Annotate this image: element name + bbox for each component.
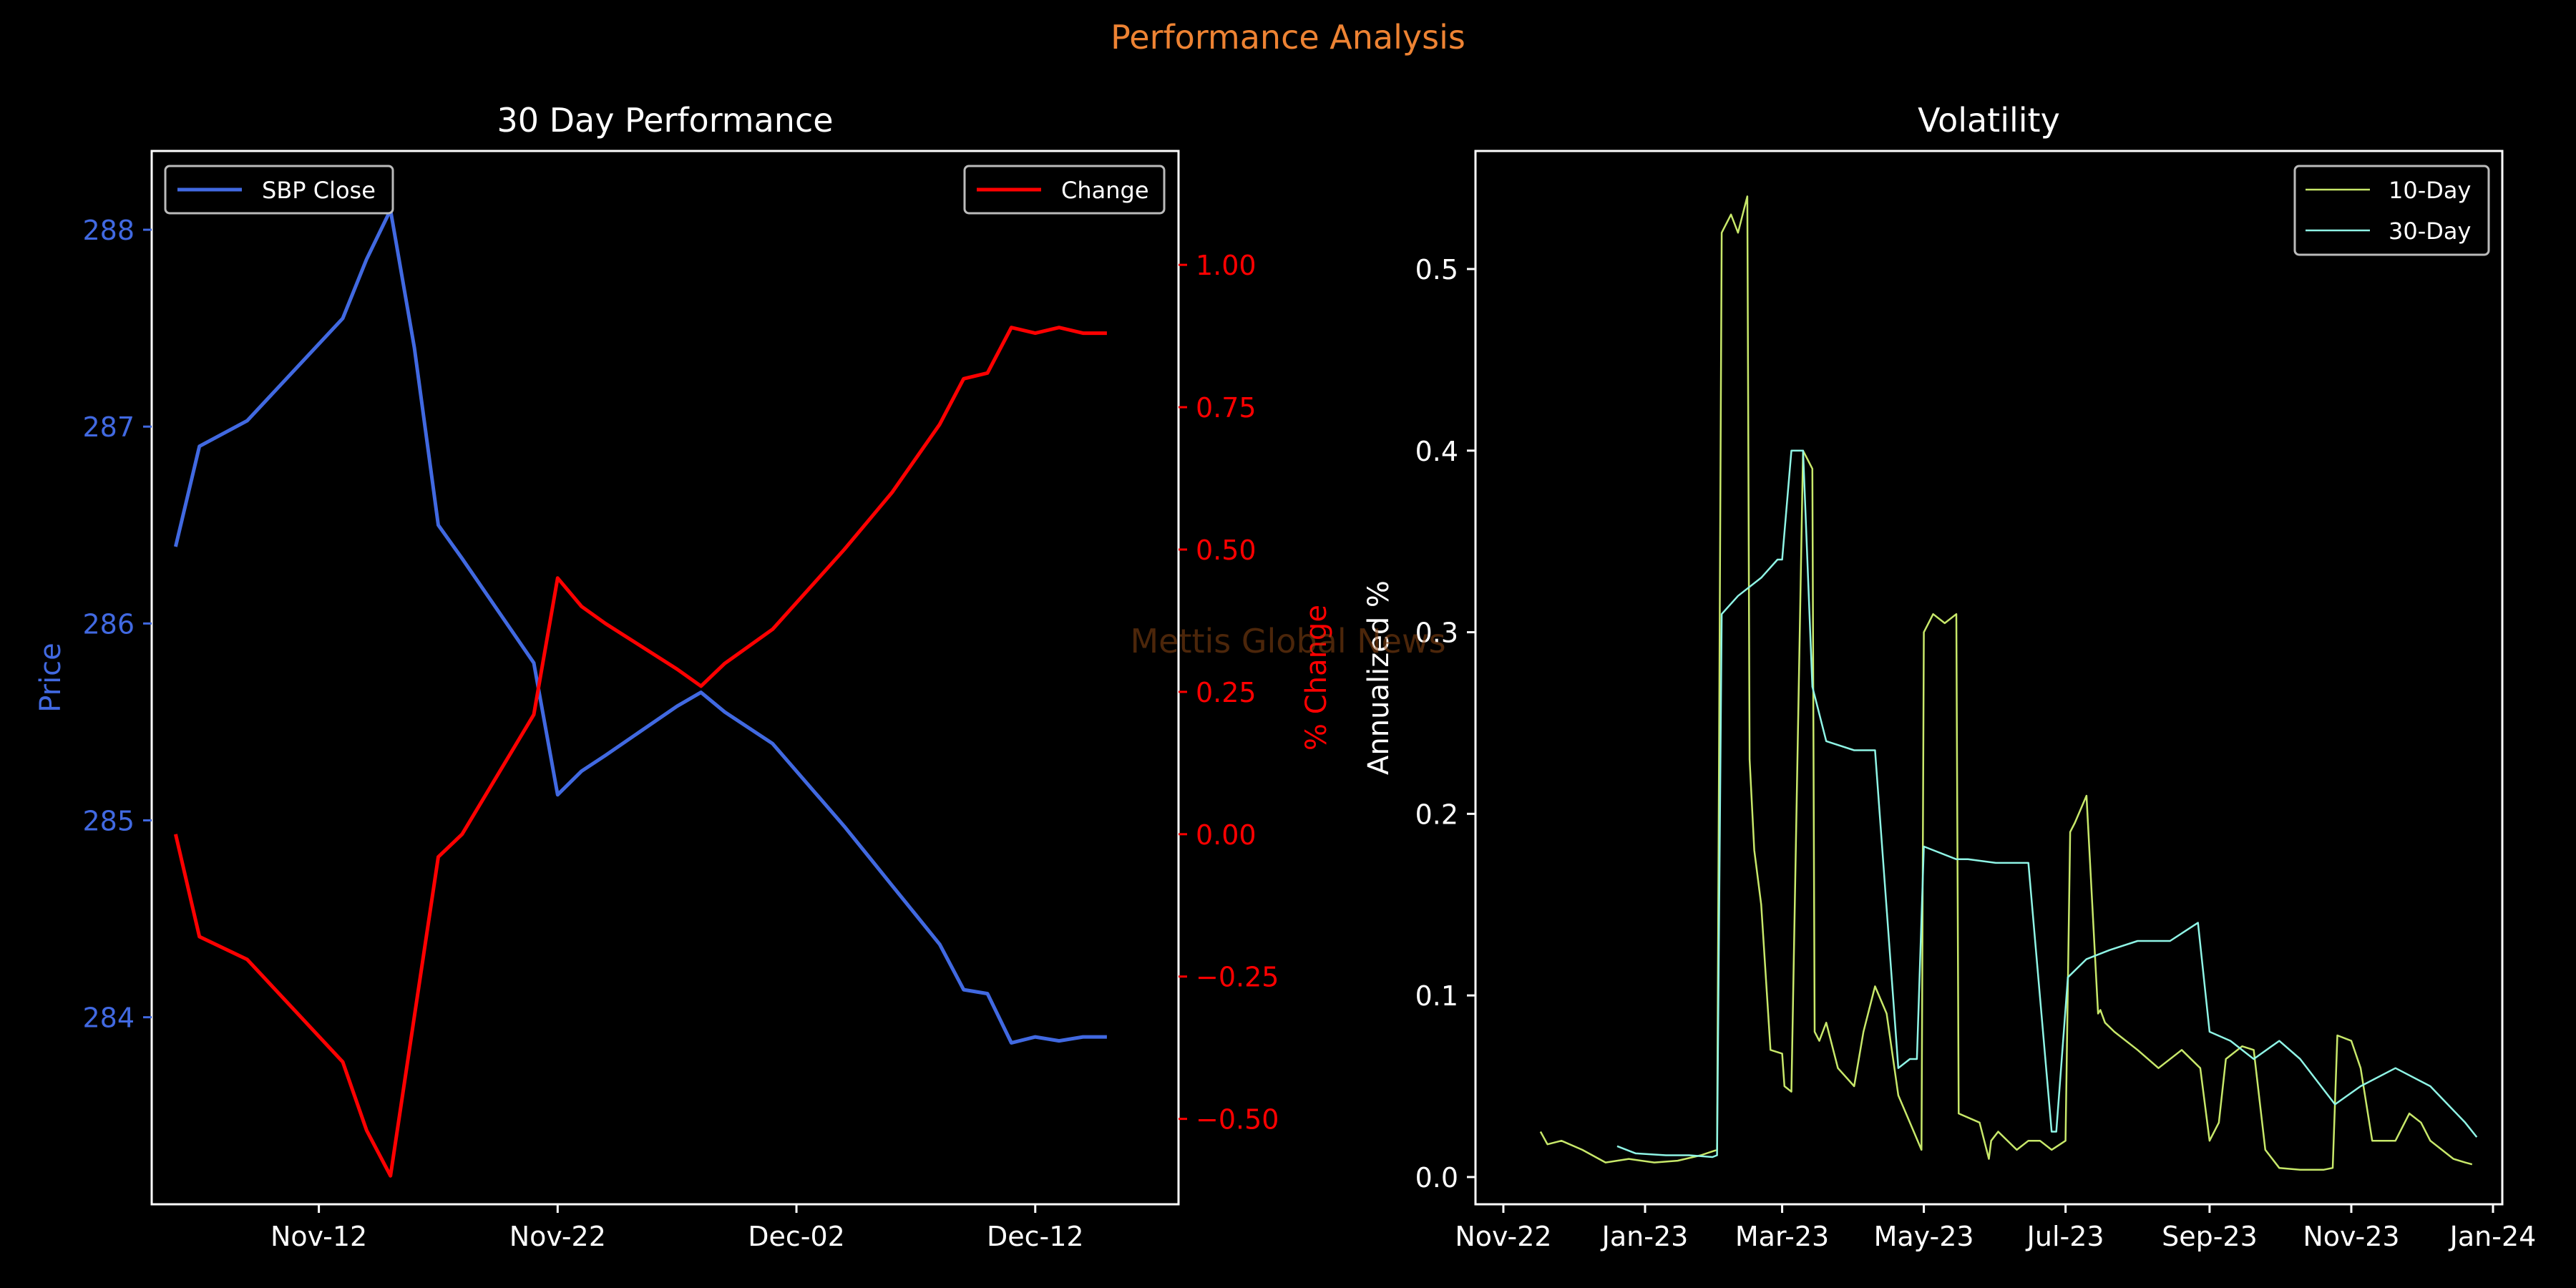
series-line-sbp-close [173, 208, 1107, 1045]
y-tick-label: 288 [82, 215, 135, 246]
y-tick-label: 286 [82, 608, 135, 640]
y-tick-label: 0.4 [1415, 436, 1458, 467]
y-tick-label: 0.1 [1415, 980, 1458, 1012]
legend-box [2293, 165, 2490, 256]
y-tick-label: 287 [82, 411, 135, 443]
series-line-change [173, 326, 1107, 1178]
y-axis-label: Annualized % [1362, 580, 1395, 775]
legend-box [963, 165, 1166, 215]
y2-axis-label: % Change [1300, 605, 1333, 751]
y-tick-label: 285 [82, 805, 135, 836]
y2-tick-label: 0.50 [1196, 535, 1257, 566]
legend-label-10-day: 10-Day [2389, 177, 2471, 204]
plot-frame [1474, 150, 2504, 1206]
x-tick-label: Nov-23 [2303, 1221, 2399, 1252]
chart-title: Volatility [1918, 101, 2060, 140]
x-tick-label: Nov-22 [509, 1221, 606, 1252]
x-tick-label: May-23 [1874, 1221, 1974, 1252]
y-axis-label: Price [34, 643, 67, 713]
legend-price: SBP Close [164, 165, 394, 215]
y-tick-label: 0.0 [1415, 1162, 1458, 1194]
volatility-chart: Volatility Nov-22 Jan-23 Mar-23 May-23 Jul-23… [1362, 101, 2536, 1252]
x-tick-label: Jul-23 [2026, 1221, 2104, 1252]
y2-tick-label: 0.75 [1196, 392, 1257, 424]
figure-title: Performance Analysis [1111, 18, 1465, 57]
legend-change: Change [963, 165, 1166, 215]
x-tick-label: Dec-02 [748, 1221, 845, 1252]
y2-tick-label: 1.00 [1196, 250, 1257, 281]
legend-label-sbp-close: SBP Close [262, 177, 376, 204]
x-tick-label: Mar-23 [1735, 1221, 1829, 1252]
x-tick-label: Sep-23 [2162, 1221, 2258, 1252]
x-tick-label: Dec-12 [987, 1221, 1084, 1252]
watermark: Mettis Global News [1130, 622, 1445, 660]
y-tick-label: 0.5 [1415, 254, 1458, 286]
x-tick-label: Jan-23 [1601, 1221, 1689, 1252]
plot-frame [150, 150, 1180, 1206]
series-line-30-day [1616, 449, 2478, 1158]
y2-tick-label: 0.00 [1196, 819, 1257, 851]
x-tick-label: Nov-12 [270, 1221, 367, 1252]
y-tick-label: 284 [82, 1002, 135, 1034]
legend-box [164, 165, 394, 215]
chart-title: 30 Day Performance [497, 101, 833, 140]
legend-label-change: Change [1061, 177, 1149, 204]
legend-volatility: 10-Day 30-Day [2293, 165, 2490, 256]
legend-label-30-day: 30-Day [2389, 218, 2471, 245]
y2-tick-label: 0.25 [1196, 677, 1257, 708]
y-tick-label: 0.3 [1415, 618, 1458, 649]
y2-tick-label: −0.25 [1196, 962, 1279, 993]
x-tick-label: Nov-22 [1455, 1221, 1551, 1252]
y-tick-label: 0.2 [1415, 799, 1458, 830]
performance-chart: 30 Day Performance Nov-12 Nov-22 Dec-02 Dec-… [34, 101, 1333, 1252]
series-line-10-day [1539, 195, 2473, 1171]
y2-tick-label: −0.50 [1196, 1104, 1279, 1136]
x-tick-label: Jan-24 [2449, 1221, 2537, 1252]
